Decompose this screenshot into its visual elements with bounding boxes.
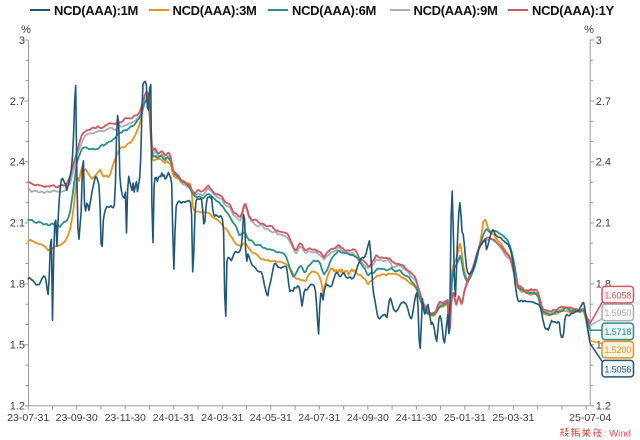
svg-text:24-01-31: 24-01-31 bbox=[153, 412, 195, 424]
svg-text:23-07-31: 23-07-31 bbox=[7, 412, 49, 424]
svg-text:1.5950: 1.5950 bbox=[604, 308, 631, 318]
svg-text:2.7: 2.7 bbox=[10, 96, 25, 108]
svg-text:3: 3 bbox=[596, 35, 602, 47]
svg-text:2.4: 2.4 bbox=[596, 157, 611, 169]
svg-text:25-07-04: 25-07-04 bbox=[569, 412, 611, 424]
svg-text:24-09-30: 24-09-30 bbox=[347, 412, 389, 424]
svg-text:3: 3 bbox=[19, 35, 25, 47]
svg-text:24-05-31: 24-05-31 bbox=[250, 412, 292, 424]
svg-text:1.8: 1.8 bbox=[10, 279, 25, 291]
svg-text:: Wind: : Wind bbox=[604, 429, 631, 439]
svg-text:2.1: 2.1 bbox=[596, 218, 611, 230]
svg-text:2.4: 2.4 bbox=[10, 157, 25, 169]
svg-text:1.5: 1.5 bbox=[10, 340, 25, 352]
svg-text:24-03-31: 24-03-31 bbox=[201, 412, 243, 424]
svg-text:24-07-31: 24-07-31 bbox=[298, 412, 340, 424]
svg-text:1.5200: 1.5200 bbox=[604, 345, 631, 355]
svg-text:%: % bbox=[584, 24, 594, 36]
svg-text:1.5718: 1.5718 bbox=[604, 327, 631, 337]
svg-text:1.6058: 1.6058 bbox=[604, 290, 631, 300]
svg-text:23-09-30: 23-09-30 bbox=[56, 412, 98, 424]
svg-text:%: % bbox=[21, 24, 31, 36]
svg-text:23-11-30: 23-11-30 bbox=[105, 412, 146, 424]
svg-text:1.2: 1.2 bbox=[596, 401, 611, 413]
svg-text:25-01-31: 25-01-31 bbox=[444, 412, 486, 424]
svg-text:25-03-31: 25-03-31 bbox=[492, 412, 534, 424]
svg-text:1.2: 1.2 bbox=[10, 401, 25, 413]
svg-text:2.7: 2.7 bbox=[596, 96, 611, 108]
svg-text:24-11-30: 24-11-30 bbox=[396, 412, 437, 424]
svg-text:1.5056: 1.5056 bbox=[604, 364, 631, 374]
svg-text:2.1: 2.1 bbox=[10, 218, 25, 230]
